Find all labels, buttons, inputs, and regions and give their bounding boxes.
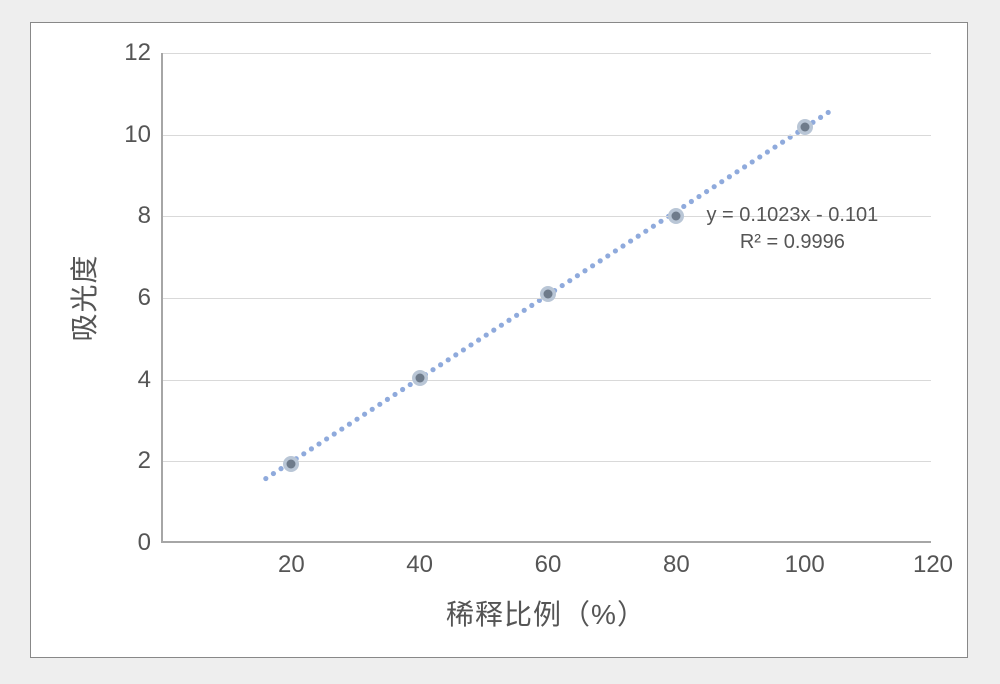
y-axis-title: 吸光度	[63, 254, 103, 341]
regression-equation: y = 0.1023x - 0.101	[706, 202, 878, 229]
gridline	[163, 53, 931, 54]
y-tick-label: 6	[138, 284, 163, 312]
x-axis-title: 稀释比例（%）	[446, 593, 646, 633]
regression-annotation: y = 0.1023x - 0.101 R² = 0.9996	[706, 202, 878, 256]
data-point-core	[544, 289, 553, 298]
data-point-core	[415, 373, 424, 382]
gridline	[163, 380, 931, 381]
x-tick-label: 60	[535, 541, 562, 579]
x-tick-label: 40	[406, 541, 433, 579]
chart-panel: 02468101220406080100120 吸光度 稀释比例（%） y = …	[30, 22, 968, 658]
y-tick-label: 8	[138, 202, 163, 230]
data-point-core	[800, 122, 809, 131]
gridline	[163, 135, 931, 136]
chart-frame: 02468101220406080100120 吸光度 稀释比例（%） y = …	[0, 0, 1000, 684]
y-tick-label: 12	[124, 39, 163, 67]
y-tick-label: 4	[138, 366, 163, 394]
x-tick-label: 80	[663, 541, 690, 579]
x-tick-label: 20	[278, 541, 305, 579]
gridline	[163, 461, 931, 462]
data-point-core	[672, 211, 681, 220]
y-tick-label: 10	[124, 121, 163, 149]
x-tick-label: 100	[785, 541, 825, 579]
y-tick-label: 0	[138, 529, 163, 557]
data-point-core	[287, 460, 296, 469]
y-tick-label: 2	[138, 447, 163, 475]
plot-area: 02468101220406080100120	[161, 53, 931, 543]
regression-r-squared: R² = 0.9996	[706, 229, 878, 256]
x-tick-label: 120	[913, 541, 953, 579]
